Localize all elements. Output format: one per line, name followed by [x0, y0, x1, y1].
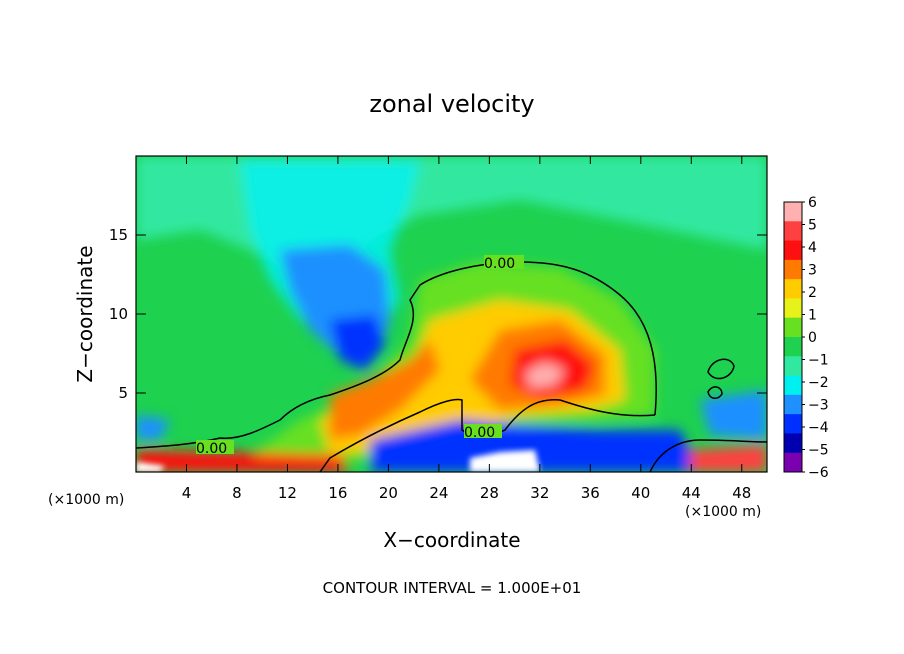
colorbar-label: −2 — [808, 375, 829, 391]
colorbar-label: 6 — [808, 195, 817, 211]
x-tick-label: 20 — [379, 484, 398, 502]
colorbar-label: −1 — [808, 353, 829, 369]
colorbar-swatch — [784, 414, 802, 434]
x-axis-label: X−coordinate — [383, 528, 520, 552]
x-tick-label: 4 — [182, 484, 192, 502]
colorbar-label: 1 — [808, 308, 817, 324]
colorbar-swatch — [784, 395, 802, 415]
contour-interval-note: CONTOUR INTERVAL = 1.000E+01 — [323, 579, 582, 597]
colorbar-swatch — [784, 241, 802, 261]
x-tick-label: 12 — [278, 484, 297, 502]
colorbar-label: −5 — [808, 443, 829, 459]
x-tick-label: 8 — [232, 484, 242, 502]
contour-label-top: 0.00 — [484, 256, 515, 272]
colorbar-label: 5 — [808, 218, 817, 234]
colorbar-swatch — [784, 318, 802, 338]
colorbar-label: −3 — [808, 398, 829, 414]
x-unit-right: (×1000 m) — [685, 504, 761, 520]
colorbar-swatch — [784, 376, 802, 396]
colorbar: 6 5 4 3 2 1 0 −1 −2 −3 −4 −5 −6 — [784, 195, 829, 481]
x-tick-label: 28 — [480, 484, 499, 502]
y-tick-label: 15 — [109, 226, 128, 244]
y-tick-label: 5 — [118, 384, 128, 402]
colorbar-label: 2 — [808, 285, 817, 301]
zonal-velocity-chart: zonal velocity — [0, 0, 904, 654]
colorbar-label: 4 — [808, 240, 817, 256]
colorbar-swatch — [784, 221, 802, 241]
x-tick-label: 16 — [328, 484, 347, 502]
x-tick-label: 32 — [530, 484, 549, 502]
velocity-field — [136, 156, 767, 472]
x-tick-label: 24 — [429, 484, 448, 502]
colorbar-swatch — [784, 298, 802, 318]
colorbar-swatch — [784, 337, 802, 357]
x-tick-label: 44 — [682, 484, 701, 502]
chart-title: zonal velocity — [369, 90, 534, 118]
y-axis-label: Z−coordinate — [73, 245, 97, 382]
colorbar-label: −6 — [808, 465, 829, 481]
colorbar-swatch — [784, 433, 802, 453]
x-tick-label: 40 — [631, 484, 650, 502]
contour-label-mid: 0.00 — [464, 425, 495, 441]
colorbar-swatch — [784, 279, 802, 299]
x-unit-left: (×1000 m) — [48, 492, 124, 508]
x-tick-label: 36 — [581, 484, 600, 502]
colorbar-label: 0 — [808, 330, 817, 346]
colorbar-label: −4 — [808, 420, 829, 436]
colorbar-swatch — [784, 260, 802, 280]
x-tick-label: 48 — [732, 484, 751, 502]
y-tick-label: 10 — [109, 305, 128, 323]
colorbar-label: 3 — [808, 263, 817, 279]
colorbar-swatch — [784, 202, 802, 222]
colorbar-swatch — [784, 453, 802, 473]
contour-label-left: 0.00 — [196, 441, 227, 457]
colorbar-swatch — [784, 356, 802, 376]
